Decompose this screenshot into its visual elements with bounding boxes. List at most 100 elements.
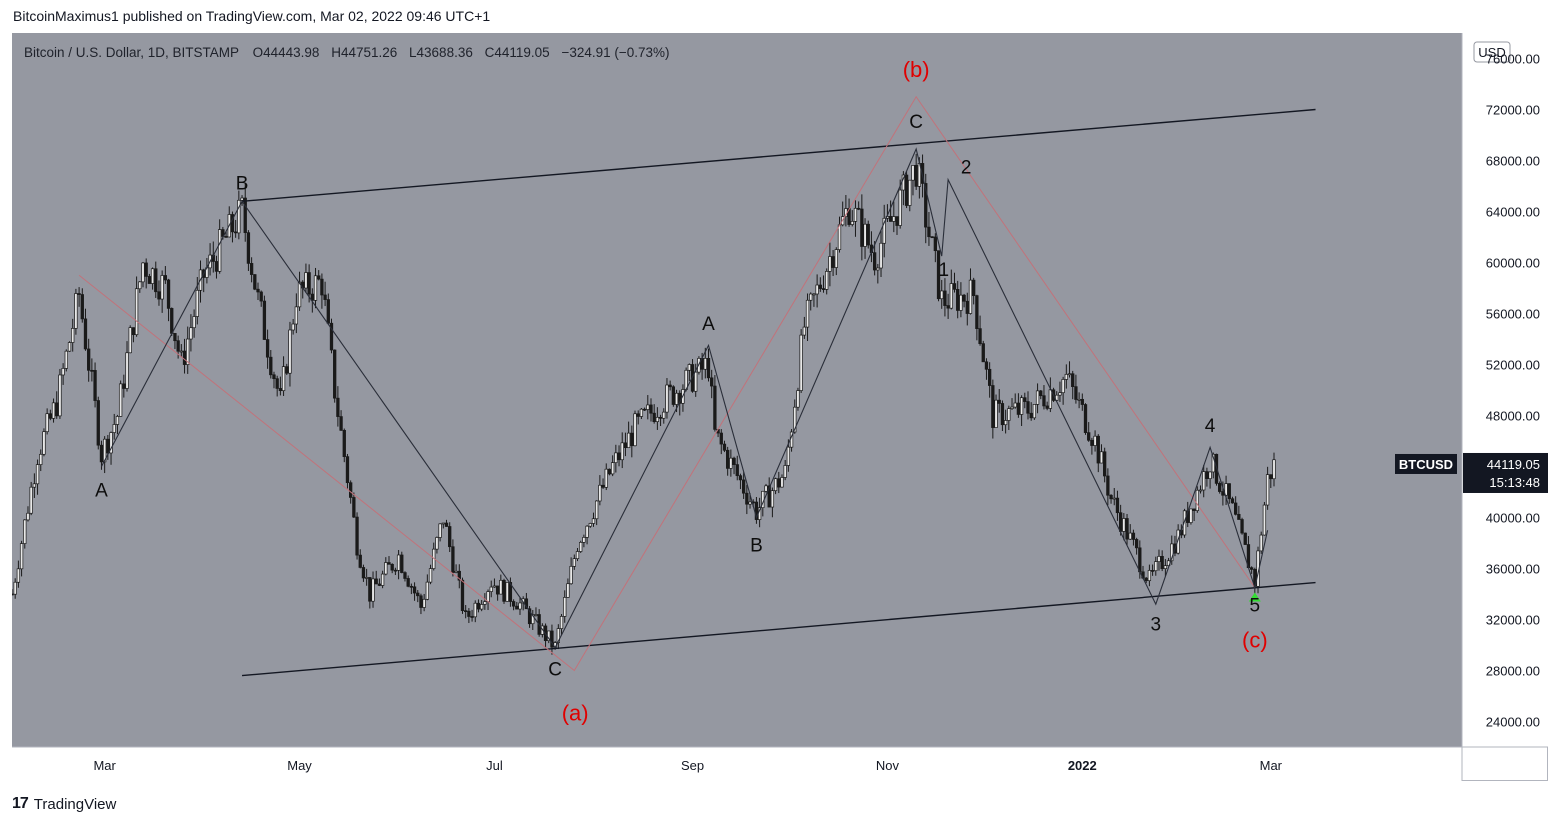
price-tick-label: 76000.00 (1486, 52, 1540, 67)
price-tick-label: 32000.00 (1486, 613, 1540, 628)
candle-body (313, 275, 318, 301)
candle-body (400, 554, 404, 573)
wave-label: B (750, 536, 763, 557)
candle-body (837, 224, 842, 250)
wave-count-black-line (100, 147, 1269, 649)
bar-countdown-label: 15:13:48 (1489, 475, 1540, 490)
candle-body (131, 327, 136, 336)
candle-body (780, 477, 784, 488)
candle-body (722, 443, 727, 451)
candle-body (109, 432, 113, 454)
candle-body (374, 578, 378, 585)
candle-body (741, 479, 746, 494)
wave-label: B (236, 174, 249, 195)
symbol-title[interactable]: Bitcoin / U.S. Dollar, 1D, BITSTAMP (24, 45, 239, 60)
candle-body (150, 268, 155, 284)
time-tick-label: Nov (876, 758, 900, 773)
wave-label: 4 (1205, 416, 1216, 437)
candle-body (1045, 405, 1049, 409)
candle-body (218, 229, 222, 272)
candle-body (355, 516, 359, 556)
candle-body (192, 316, 196, 329)
high-label: H (331, 45, 341, 60)
candle-body (962, 294, 966, 302)
candle-body (125, 352, 129, 389)
candle-body (173, 333, 177, 342)
candle-body (601, 484, 605, 488)
candle-body (527, 608, 532, 625)
currency-badge (1473, 41, 1511, 63)
candle-body (1058, 392, 1062, 396)
channel-upper-line (241, 108, 1316, 202)
candle-body (914, 165, 918, 187)
candle-body (451, 546, 455, 573)
candle-body (349, 482, 353, 498)
candle-body (1013, 402, 1017, 408)
candle-body (767, 485, 771, 508)
open-label: O (252, 45, 264, 60)
wave-abc-red-line (78, 95, 1256, 672)
plot-area (12, 33, 1462, 747)
candle-body (777, 478, 781, 488)
time-tick-label: Sep (681, 758, 704, 773)
symbol-tag-label: BTCUSD (1399, 457, 1453, 472)
candle-body (457, 570, 461, 581)
candle-body (563, 597, 567, 617)
candle-body (240, 197, 244, 201)
candle-body (83, 318, 88, 350)
candle-body (812, 293, 816, 296)
candle-body (626, 432, 631, 449)
candle-body (1042, 395, 1046, 407)
candle-body (269, 356, 273, 376)
candle-body (19, 543, 24, 570)
candle-body (294, 306, 298, 325)
candle-body (1115, 497, 1120, 514)
candle-body (949, 283, 953, 309)
candle-body (80, 294, 84, 320)
candle-body (278, 388, 283, 392)
candle-body (1064, 373, 1068, 380)
candle-body (1122, 518, 1126, 532)
candle-body (773, 478, 778, 492)
price-axis (1462, 33, 1548, 747)
candle-body (1010, 406, 1014, 409)
candle-body (297, 281, 302, 308)
time-tick-label: 2022 (1068, 758, 1097, 773)
candle-body (441, 522, 445, 525)
price-tick-label: 28000.00 (1486, 664, 1540, 679)
candle-body (310, 293, 314, 301)
candle-body (186, 338, 190, 365)
candle-body (1147, 570, 1152, 582)
candle-body (96, 400, 100, 446)
candle-body (259, 291, 263, 302)
time-tick-label: Mar (1260, 758, 1283, 773)
close-label: C (484, 45, 495, 60)
candle-body (732, 457, 736, 465)
candle-body (582, 537, 586, 543)
low-value: 43688.36 (416, 45, 473, 60)
candle-body (93, 370, 97, 401)
candle-body (39, 453, 43, 465)
candle-body (454, 570, 458, 573)
footer-brand[interactable]: 17 TradingView (12, 795, 116, 813)
candle-body (994, 399, 998, 428)
candle-body (371, 578, 375, 602)
candle-body (630, 432, 634, 447)
candle-body (642, 408, 647, 411)
candle-body (1205, 471, 1209, 479)
candle-body (368, 577, 372, 602)
candle-body (1221, 491, 1225, 496)
candle-body (636, 413, 640, 417)
green-arrow-up-icon (1248, 592, 1261, 602)
candle-body (224, 236, 228, 238)
last-price-tag (1463, 452, 1548, 493)
candle-body (703, 358, 707, 370)
candle-body (339, 416, 343, 431)
candle-body (649, 404, 653, 414)
candle-body (857, 207, 861, 210)
wave-label: (a) (562, 701, 589, 726)
candle-body (214, 261, 219, 272)
candle-body (936, 250, 941, 300)
candle-body (1265, 474, 1270, 506)
